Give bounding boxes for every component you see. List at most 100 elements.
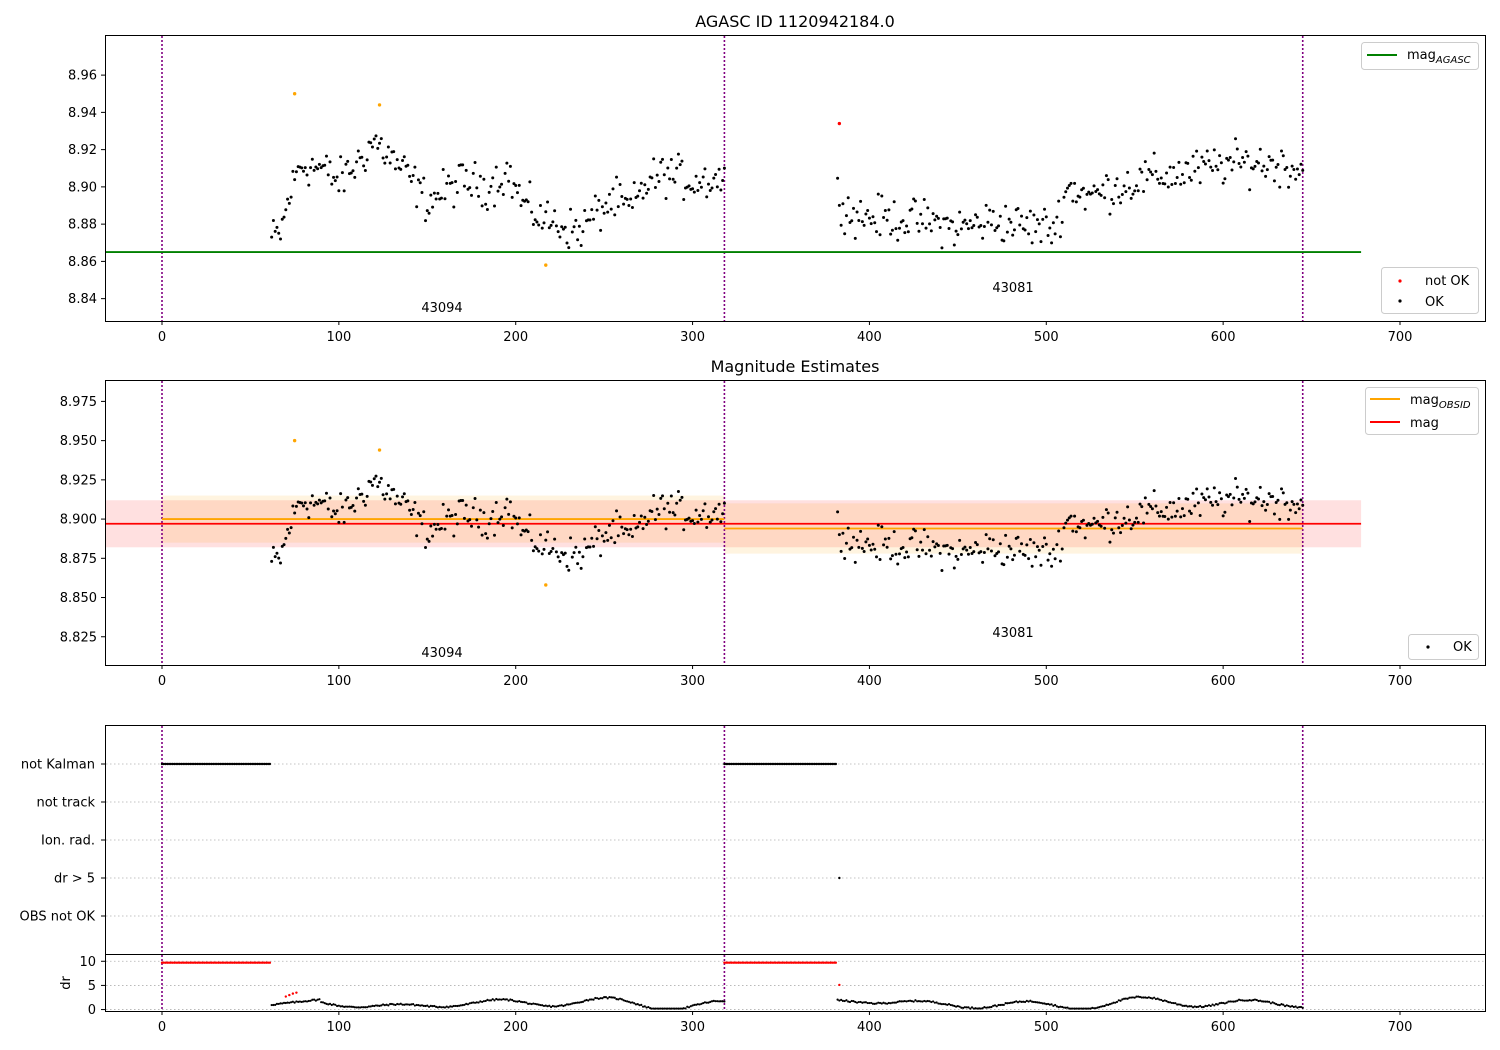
data-point-ok: [958, 210, 962, 214]
dr-point-ok: [459, 1004, 462, 1007]
data-point-ok: [666, 501, 670, 505]
y-tick-label: 8.86: [68, 255, 97, 270]
dr-point-ok: [643, 1005, 646, 1008]
dr-point-ok: [535, 1003, 539, 1006]
data-point-ok: [669, 157, 673, 161]
data-point-ok: [478, 508, 482, 512]
data-point-ok: [1150, 173, 1154, 177]
data-point-ok: [1248, 188, 1252, 192]
data-point-ok: [1085, 192, 1089, 196]
dr-point-ok: [1236, 999, 1239, 1002]
dr-point-ok: [521, 1000, 524, 1004]
data-point-ok: [450, 181, 454, 185]
data-point-ok: [1101, 515, 1105, 519]
data-point-ok: [291, 169, 295, 173]
dr-point-ok: [712, 999, 715, 1002]
data-point-ok: [620, 525, 624, 529]
data-point-ok: [1044, 542, 1048, 546]
dr-point-not-ok: [169, 961, 173, 964]
dr-point-ok: [284, 1001, 287, 1005]
data-point-ok: [1294, 177, 1298, 181]
x-tick-label: 200: [503, 1020, 528, 1035]
dr-point-ok: [841, 999, 845, 1002]
dr-point-ok: [956, 1005, 959, 1008]
data-point-ok: [1035, 545, 1039, 549]
data-point-ok: [1280, 149, 1284, 153]
dr-point-ok: [700, 1002, 703, 1005]
dr-point-ok: [1004, 1002, 1007, 1005]
data-point-ok: [372, 477, 376, 481]
data-point-ok: [1081, 518, 1085, 522]
data-point-ok: [995, 226, 999, 230]
data-point-ok: [922, 197, 926, 201]
dr-point-ok: [1052, 1004, 1055, 1007]
flag-point: [772, 762, 776, 766]
data-point-ok: [386, 483, 390, 487]
data-point-ok: [1232, 496, 1236, 500]
data-point-ok: [1073, 514, 1077, 518]
dr-point-ok: [877, 1001, 880, 1004]
data-point-ok: [604, 201, 608, 205]
data-point-ok: [1211, 503, 1215, 507]
dr-point-ok: [335, 1004, 339, 1008]
dr-point-ok: [979, 1007, 982, 1010]
data-point-ok: [1074, 530, 1078, 534]
legend-label-mag-agasc: magAGASC: [1407, 48, 1471, 66]
dr-point-ok: [481, 1000, 484, 1004]
dr-point-ok: [458, 1004, 461, 1007]
data-point-ok: [844, 214, 848, 218]
data-point-ok: [1071, 529, 1075, 533]
data-point-ok: [574, 218, 578, 222]
data-point-ok: [897, 552, 901, 556]
dr-point-ok: [1299, 1005, 1303, 1009]
dr-point-ok: [523, 1001, 526, 1004]
data-point-ok: [982, 225, 986, 229]
data-point-ok: [662, 507, 666, 511]
dr-point-ok: [1191, 1006, 1195, 1009]
data-point-ok: [1278, 185, 1282, 189]
data-point-ok: [494, 165, 498, 169]
flag-point: [728, 762, 731, 766]
data-point-ok: [1157, 514, 1161, 518]
data-point-ok: [393, 502, 397, 506]
data-point-ok: [528, 180, 532, 184]
data-point-ok: [482, 177, 486, 181]
data-point-ok: [1248, 520, 1252, 524]
dr-point-ok: [1135, 995, 1138, 998]
legend-label-mag-obsid: magOBSID: [1410, 393, 1471, 411]
dr-point-ok: [583, 999, 586, 1002]
data-point-ok: [362, 164, 366, 168]
data-point-ok: [392, 487, 396, 491]
data-point-ok: [489, 184, 493, 188]
data-point-ok: [866, 209, 870, 213]
dr-point-ok: [1147, 996, 1150, 999]
dr-point-ok: [1018, 1000, 1021, 1003]
data-point-ok: [507, 179, 511, 183]
data-point-ok: [839, 223, 843, 227]
x-tick-label: 300: [680, 330, 705, 345]
dr-point-ok: [604, 995, 608, 999]
data-point-ok: [929, 554, 933, 558]
data-point-ok: [1152, 489, 1156, 493]
data-point-ok: [402, 155, 406, 159]
data-point-ok: [420, 522, 424, 526]
data-point-ok: [293, 178, 297, 182]
dr-point-ok: [514, 1000, 517, 1003]
dr-point-ok: [1170, 1001, 1173, 1005]
dr-point-not-ok: [197, 961, 201, 964]
data-point-ok: [477, 525, 481, 529]
data-point-ok: [1290, 164, 1294, 168]
data-point-ok: [885, 218, 889, 222]
data-point-ok: [844, 541, 848, 545]
data-point-ok: [1242, 160, 1246, 164]
data-point-ok: [1274, 501, 1278, 505]
data-point-ok: [362, 499, 366, 503]
flag-point: [747, 762, 751, 766]
dr-point-ok: [351, 1005, 355, 1008]
dr-point-ok: [1176, 1003, 1179, 1006]
dr-point-ok: [659, 1007, 662, 1010]
dr-point-ok: [691, 1004, 694, 1007]
data-point-ok: [514, 184, 518, 188]
data-point-ok: [880, 525, 884, 529]
